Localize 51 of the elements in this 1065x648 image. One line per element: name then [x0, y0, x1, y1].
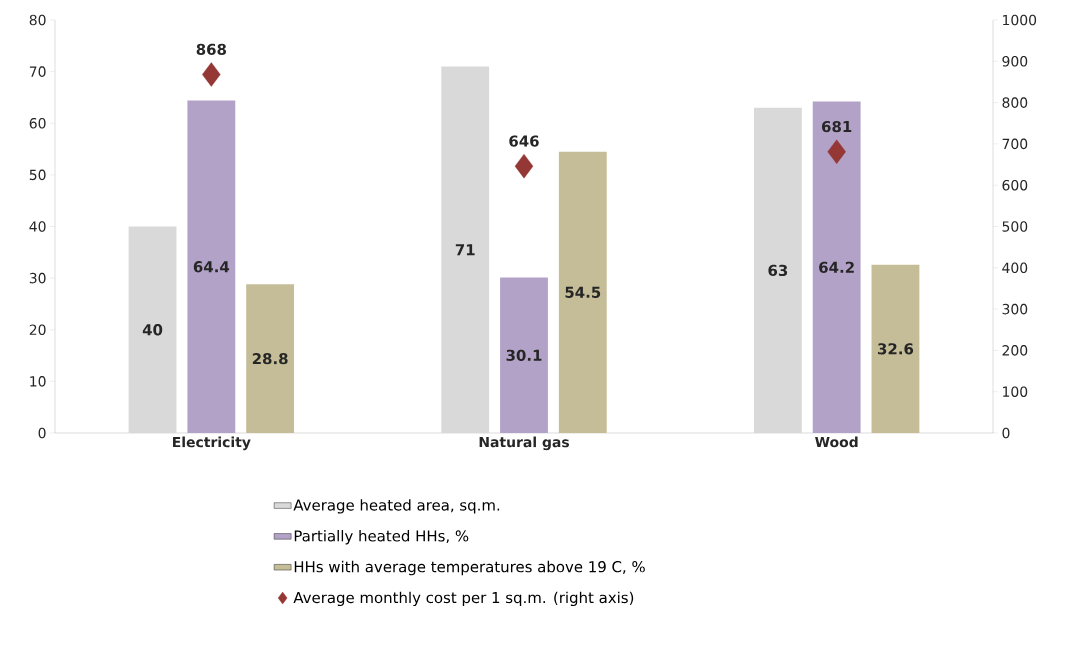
bar	[187, 100, 236, 433]
bar	[441, 66, 490, 433]
y2-tick-label: 100	[1003, 386, 1028, 397]
data-label: 54.5	[565, 286, 601, 298]
y2-tick-label: 200	[1002, 345, 1028, 356]
bar	[246, 284, 295, 433]
y2-tick-label: 500	[1002, 221, 1028, 232]
x-tick-label: Wood	[815, 436, 858, 448]
y-tick-label: 50	[29, 169, 46, 181]
bar	[128, 226, 177, 433]
y2-tick-label: 0	[1002, 427, 1010, 439]
y-tick-label: 10	[30, 376, 46, 387]
y2-tick-label: 1000	[1003, 14, 1037, 26]
y2-tick-label: 900	[1002, 56, 1028, 67]
x-tick-label: Electricity	[173, 436, 251, 451]
data-label: 64.4	[193, 261, 230, 273]
data-label: 30.1	[506, 349, 542, 361]
data-label: 868	[196, 43, 227, 55]
data-label: 28.8	[252, 353, 288, 365]
y-tick-label: 80	[29, 14, 46, 26]
point	[514, 154, 534, 179]
bar	[812, 101, 861, 433]
legend-label: Average monthly cost per 1 sq.m. (right axis)	[293, 591, 634, 607]
data-label: 681	[822, 120, 852, 133]
data-label: 64.2	[819, 261, 854, 273]
y-tick-label: 70	[29, 66, 46, 77]
bar	[558, 151, 607, 433]
y2-tick-label: 700	[1002, 138, 1028, 150]
y2-tick-label: 800	[1002, 97, 1028, 108]
y-tick-label: 20	[29, 324, 46, 336]
data-label: 646	[509, 135, 539, 147]
bar	[871, 264, 920, 433]
y2-tick-label: 300	[1002, 303, 1028, 315]
bar	[753, 107, 802, 433]
point	[827, 139, 846, 164]
data-label: 71	[455, 244, 475, 256]
data-label: 32.6	[878, 343, 914, 355]
legend-label: Average heated area, sq.m.	[293, 499, 500, 514]
bar	[500, 277, 548, 433]
y-tick-label: 0	[38, 427, 46, 439]
data-label: 40	[142, 324, 163, 336]
x-tick-label: Natural gas	[479, 436, 570, 451]
y-tick-label: 60	[29, 117, 46, 129]
y-tick-label: 30	[29, 272, 46, 284]
data-label: 63	[768, 264, 788, 277]
y2-tick-label: 400	[1002, 262, 1028, 274]
y2-tick-label: 600	[1002, 179, 1028, 191]
legend-label: HHs with average temperatures above 19 C, %	[294, 560, 645, 576]
point	[202, 62, 221, 87]
y-tick-label: 40	[29, 221, 46, 232]
legend-label: Partially heated HHs, %	[294, 529, 469, 545]
